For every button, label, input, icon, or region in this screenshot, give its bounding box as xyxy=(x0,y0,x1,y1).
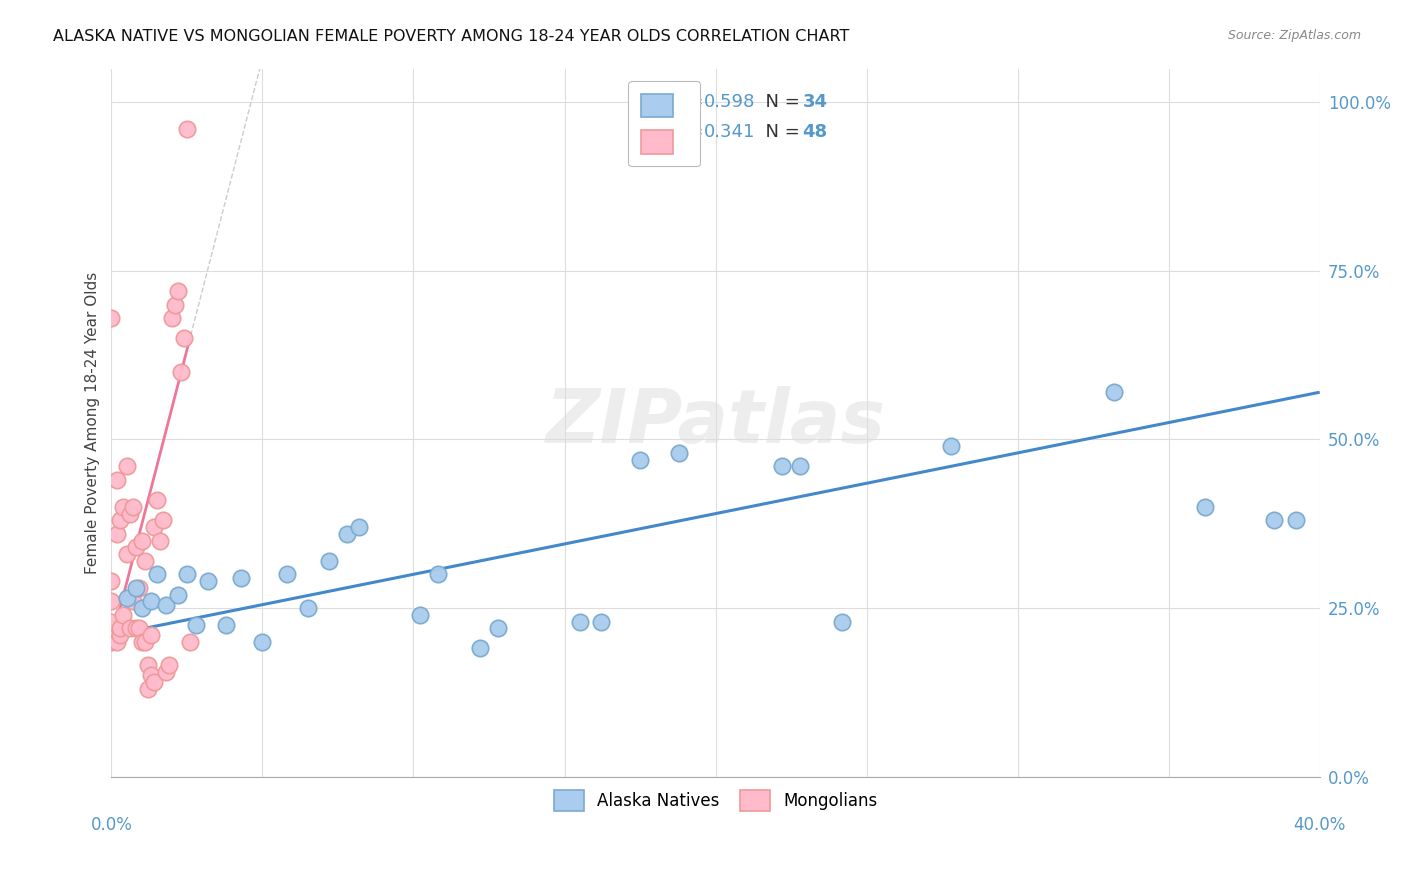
Point xyxy=(1263,513,1285,527)
Text: 40.0%: 40.0% xyxy=(1294,815,1346,833)
Point xyxy=(318,554,340,568)
Point xyxy=(100,574,122,588)
Text: R =: R = xyxy=(669,123,709,141)
Point xyxy=(121,500,143,514)
Point xyxy=(100,594,122,608)
Point xyxy=(157,658,180,673)
Point xyxy=(163,297,186,311)
Point xyxy=(149,533,172,548)
Point xyxy=(1104,385,1126,400)
Point xyxy=(115,547,138,561)
Point xyxy=(134,634,156,648)
Point xyxy=(124,541,146,555)
Point xyxy=(215,618,238,632)
Point xyxy=(112,607,135,622)
Point xyxy=(770,459,793,474)
Point xyxy=(167,284,190,298)
Text: 34: 34 xyxy=(803,94,828,112)
Point xyxy=(179,634,201,648)
Point xyxy=(142,675,165,690)
Text: 0.341: 0.341 xyxy=(703,123,755,141)
Text: N =: N = xyxy=(754,94,806,112)
Point xyxy=(252,634,274,648)
Point xyxy=(128,621,150,635)
Point xyxy=(136,658,159,673)
Point xyxy=(110,628,132,642)
Text: Source: ZipAtlas.com: Source: ZipAtlas.com xyxy=(1227,29,1361,42)
Point xyxy=(426,567,449,582)
Point xyxy=(115,591,138,605)
Point xyxy=(139,668,162,682)
Point xyxy=(128,581,150,595)
Point xyxy=(124,621,146,635)
Point xyxy=(197,574,219,588)
Point xyxy=(124,581,146,595)
Point xyxy=(486,621,509,635)
Point xyxy=(170,365,193,379)
Point xyxy=(136,681,159,696)
Point xyxy=(145,567,167,582)
Point xyxy=(131,533,153,548)
Point xyxy=(121,594,143,608)
Point xyxy=(668,446,690,460)
Point xyxy=(297,601,319,615)
Point xyxy=(107,473,129,487)
Point xyxy=(789,459,811,474)
Point xyxy=(100,311,122,326)
Point xyxy=(173,331,195,345)
Text: ZIPatlas: ZIPatlas xyxy=(546,386,886,459)
Point xyxy=(176,567,198,582)
Point xyxy=(139,628,162,642)
Point xyxy=(589,615,612,629)
Point xyxy=(347,520,370,534)
Point xyxy=(152,513,174,527)
Point xyxy=(1194,500,1216,514)
Point xyxy=(155,665,177,679)
Point xyxy=(112,500,135,514)
Text: R =: R = xyxy=(669,94,709,112)
Point xyxy=(115,459,138,474)
Point xyxy=(468,641,491,656)
Point xyxy=(107,634,129,648)
Point xyxy=(118,621,141,635)
Point xyxy=(107,526,129,541)
Point xyxy=(176,122,198,136)
Point xyxy=(160,311,183,326)
Point xyxy=(110,621,132,635)
Point xyxy=(831,615,853,629)
Point xyxy=(628,452,651,467)
Text: 48: 48 xyxy=(803,123,828,141)
Point xyxy=(134,554,156,568)
Point xyxy=(139,594,162,608)
Point xyxy=(1284,513,1306,527)
Y-axis label: Female Poverty Among 18-24 Year Olds: Female Poverty Among 18-24 Year Olds xyxy=(86,271,100,574)
Point xyxy=(100,621,122,635)
Point xyxy=(336,526,359,541)
Text: N =: N = xyxy=(754,123,806,141)
Point xyxy=(131,634,153,648)
Point xyxy=(118,507,141,521)
Point xyxy=(568,615,591,629)
Point xyxy=(145,493,167,508)
Point xyxy=(408,607,430,622)
Point xyxy=(142,520,165,534)
Point xyxy=(155,598,177,612)
Point xyxy=(131,601,153,615)
Point xyxy=(276,567,298,582)
Point xyxy=(100,628,122,642)
Point xyxy=(100,615,122,629)
Text: ALASKA NATIVE VS MONGOLIAN FEMALE POVERTY AMONG 18-24 YEAR OLDS CORRELATION CHAR: ALASKA NATIVE VS MONGOLIAN FEMALE POVERT… xyxy=(53,29,849,44)
Point xyxy=(110,513,132,527)
Point xyxy=(231,571,253,585)
Text: 0.598: 0.598 xyxy=(703,94,755,112)
Point xyxy=(100,624,122,639)
Legend: Alaska Natives, Mongolians: Alaska Natives, Mongolians xyxy=(546,781,886,819)
Point xyxy=(184,618,207,632)
Point xyxy=(939,439,962,453)
Point xyxy=(167,588,190,602)
Point xyxy=(100,634,122,648)
Text: 0.0%: 0.0% xyxy=(90,815,132,833)
